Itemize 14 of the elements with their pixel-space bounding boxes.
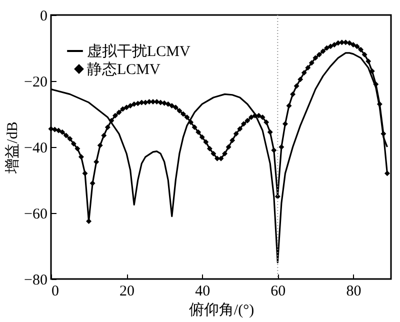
y-tick-label: 0 — [40, 8, 48, 24]
x-tick-label: 40 — [195, 284, 210, 300]
y-tick-label: −60 — [24, 206, 48, 222]
x-tick-label: 0 — [52, 284, 59, 300]
y-tick-label: −40 — [24, 140, 48, 156]
x-tick-label: 60 — [270, 284, 286, 300]
y-tick-label: −80 — [24, 272, 48, 288]
legend-label: 虚拟干扰LCMV — [87, 43, 191, 60]
legend-label: 静态LCMV — [87, 61, 161, 78]
x-axis-title: 俯仰角/(°) — [188, 302, 254, 318]
x-tick-label: 80 — [346, 284, 362, 300]
x-tick-label: 20 — [120, 284, 135, 300]
y-tick-label: −20 — [24, 74, 48, 90]
y-axis-title: 增益/dB — [4, 122, 22, 174]
